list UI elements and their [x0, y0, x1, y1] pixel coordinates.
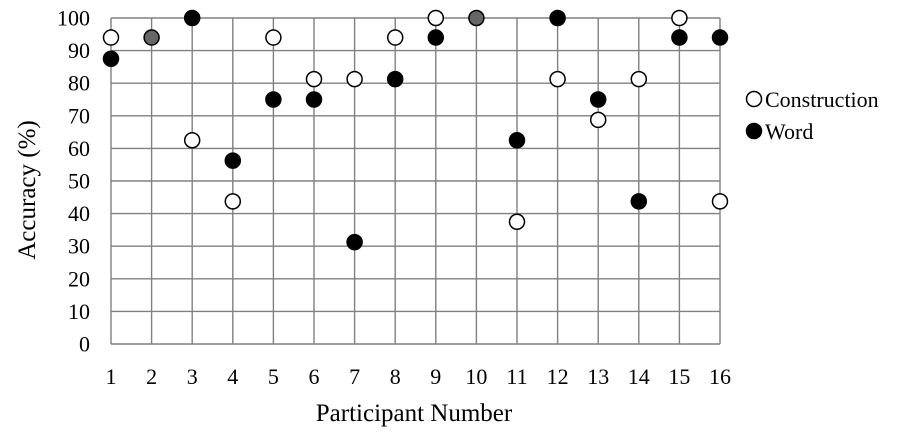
- y-tick-label: 0: [79, 332, 90, 357]
- x-tick-label: 6: [309, 364, 320, 389]
- y-axis-title: Accuracy (%): [14, 120, 41, 260]
- data-point-word: [711, 29, 729, 46]
- x-tick-label: 8: [390, 364, 401, 389]
- x-tick-labels: 1 2 3 4 5 6 7 8 9 10 11 12 13 14 15 16: [106, 364, 732, 389]
- data-point-word: [346, 233, 363, 251]
- data-point-construction: [305, 70, 323, 88]
- y-tick-label: 70: [68, 103, 90, 128]
- x-tick-label: 12: [547, 364, 569, 389]
- data-point-construction: [508, 213, 526, 230]
- y-tick-labels: 0 10 20 30 40 50 60 70 80 90 100: [57, 6, 90, 357]
- y-tick-label: 80: [68, 71, 90, 96]
- data-point-word: [630, 193, 648, 210]
- x-tick-label: 3: [187, 364, 198, 389]
- data-point-construction: [671, 9, 688, 27]
- legend-label-construction: Construction: [765, 87, 879, 112]
- grid: [110, 17, 721, 345]
- x-tick-label: 4: [227, 364, 238, 389]
- data-point-construction: [630, 70, 648, 88]
- y-tick-label: 60: [68, 136, 90, 161]
- legend-marker-construction: [745, 90, 763, 108]
- data-point-construction: [183, 132, 201, 149]
- data-point-construction: [711, 193, 729, 210]
- data-point-word: [671, 29, 688, 46]
- data-point-construction: [589, 111, 607, 129]
- data-point-word: [183, 9, 201, 27]
- legend: Construction Word: [745, 87, 879, 144]
- y-tick-label: 50: [68, 169, 90, 194]
- data-point-construction: [224, 193, 242, 210]
- x-tick-label: 2: [146, 364, 157, 389]
- data-point-construction: [265, 29, 282, 46]
- x-tick-label: 16: [709, 364, 731, 389]
- data-point-construction: [386, 29, 404, 46]
- data-point-word: [224, 152, 242, 169]
- x-tick-label: 1: [106, 364, 117, 389]
- y-tick-label: 90: [68, 38, 90, 63]
- data-point-construction: [549, 70, 566, 88]
- x-axis-title: Participant Number: [316, 400, 513, 427]
- legend-marker-word: [745, 122, 763, 140]
- data-point-word: [427, 29, 445, 46]
- data-point-word: [508, 132, 526, 149]
- data-points: [102, 9, 729, 251]
- x-tick-label: 5: [268, 364, 279, 389]
- legend-label-word: Word: [765, 119, 813, 144]
- data-point-word: [589, 91, 607, 108]
- y-tick-label: 20: [68, 266, 90, 291]
- data-point-overlap: [468, 9, 485, 27]
- y-tick-label: 30: [68, 234, 90, 259]
- data-point-construction: [102, 29, 120, 46]
- data-point-overlap: [143, 29, 160, 46]
- x-tick-label: 9: [430, 364, 441, 389]
- x-tick-label: 15: [668, 364, 690, 389]
- data-point-construction: [346, 70, 363, 88]
- x-tick-label: 13: [587, 364, 609, 389]
- y-tick-label: 100: [57, 6, 90, 31]
- data-point-word: [265, 91, 282, 108]
- data-point-word: [305, 91, 323, 108]
- data-point-word: [549, 9, 566, 27]
- data-point-word: [386, 70, 404, 88]
- y-tick-label: 40: [68, 201, 90, 226]
- data-point-word: [102, 50, 120, 67]
- x-tick-label: 10: [465, 364, 487, 389]
- x-tick-label: 14: [628, 364, 650, 389]
- data-point-construction: [427, 9, 445, 27]
- x-tick-label: 11: [506, 364, 527, 389]
- x-tick-label: 7: [349, 364, 360, 389]
- y-tick-label: 10: [68, 299, 90, 324]
